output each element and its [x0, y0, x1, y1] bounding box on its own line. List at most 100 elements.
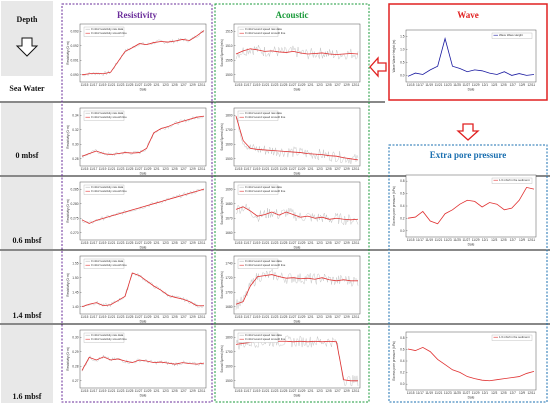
x-tick-label: 11/25	[280, 83, 288, 87]
x-tick-label: 12/3	[316, 83, 322, 87]
x-tick-label: 11/29	[144, 167, 152, 171]
y-tick-label: 0.2	[400, 216, 405, 220]
x-tick-label: 11/19	[99, 241, 107, 245]
x-tick-label: 11/27	[289, 315, 297, 319]
x-tick-label: 11/29	[298, 167, 306, 171]
x-tick-label: 12/3	[162, 241, 168, 245]
x-tick-label: 11/17	[416, 238, 424, 242]
wave-title: Wave	[457, 10, 479, 20]
x-tick-label: 12/11	[527, 391, 535, 395]
x-tick-label: 11/19	[253, 315, 261, 319]
x-tick-label: 11/15	[81, 389, 89, 393]
smooth-series-line	[235, 48, 359, 55]
legend-entry: 0 mbsf sound speed smooth line	[245, 189, 286, 193]
legend-box	[237, 184, 279, 195]
x-tick-label: 11/21	[435, 238, 443, 242]
legend-entry: 0 mbsf sound speed raw data	[245, 111, 282, 115]
legend-entry: 0 mbsf resistivity smooth line	[91, 337, 127, 341]
legend-entry: 0 mbsf resistivity raw data	[91, 333, 124, 337]
y-axis-label: Resistivity (Ω·m)	[66, 125, 70, 148]
x-tick-label: 11/23	[444, 391, 452, 395]
smooth-series-line	[407, 346, 535, 382]
x-tick-label: 11/23	[117, 241, 125, 245]
x-tick-label: 12/11	[352, 167, 360, 171]
y-tick-label: 1690	[225, 187, 232, 191]
legend-box	[83, 26, 125, 37]
x-tick-label: 12/3	[162, 315, 168, 319]
legend-entry: 0 mbsf resistivity raw data	[91, 111, 124, 115]
x-tick-label: 11/21	[108, 167, 116, 171]
depth-cell-06	[1, 177, 53, 249]
x-tick-label: 12/1	[482, 391, 488, 395]
legend-entry: 1.6 mbsf in the sediment	[499, 335, 530, 339]
x-tick-label: 11/15	[235, 315, 243, 319]
x-tick-label: 11/29	[144, 389, 152, 393]
y-tick-label: 0.28	[72, 364, 78, 368]
x-tick-label: 12/9	[189, 83, 195, 87]
x-tick-label: 11/23	[117, 315, 125, 319]
x-tick-label: 11/21	[108, 315, 116, 319]
legend-entry: 0 mbsf sound speed raw data	[245, 259, 282, 263]
x-tick-label: 11/17	[244, 389, 252, 393]
x-tick-label: 12/7	[334, 83, 340, 87]
smooth-series-line	[81, 272, 204, 308]
x-tick-label: 11/23	[271, 315, 279, 319]
x-tick-label: 11/15	[235, 389, 243, 393]
plot-1-6-mbsf-extra-pore-pressure: 0.0 0.2 0.4 0.6 0.8 11/15 11/17 11/19 11/21 11/23…	[392, 331, 537, 400]
x-tick-label: 11/15	[407, 83, 415, 87]
x-tick-label: 11/23	[271, 241, 279, 245]
x-tick-label: 11/27	[135, 83, 143, 87]
x-tick-label: 11/29	[144, 315, 152, 319]
depth-cell-0	[1, 103, 53, 175]
y-tick-label: 0.0	[400, 382, 405, 386]
x-tick-label: 12/5	[171, 389, 177, 393]
x-tick-label: 11/19	[253, 241, 261, 245]
x-tick-label: 12/1	[153, 389, 159, 393]
y-tick-label: 0.28	[72, 157, 78, 161]
x-tick-label: 11/29	[144, 241, 152, 245]
x-tick-label: 12/9	[343, 241, 349, 245]
y-tick-label: 0.5	[400, 61, 405, 65]
x-tick-label: 12/9	[189, 389, 195, 393]
x-tick-label: 12/9	[189, 241, 195, 245]
x-axis-label: Date	[468, 243, 475, 247]
legend-entry: 0 mbsf resistivity smooth line	[91, 263, 127, 267]
x-tick-label: 11/25	[453, 391, 461, 395]
y-axis-label: Resistivity (Ω·m)	[66, 199, 70, 222]
legend-entry: 0 mbsf resistivity raw data	[91, 185, 124, 189]
legend-entry: 0 mbsf resistivity smooth line	[91, 31, 127, 35]
y-tick-label: 1.0	[400, 48, 405, 52]
x-tick-label: 11/15	[235, 83, 243, 87]
legend-box	[83, 184, 125, 195]
y-tick-label: 1700	[225, 290, 232, 294]
plot-sea-water-resistivity: 0.090 0.091 0.092 0.093 11/15 11/17 11/19 11/21…	[66, 23, 207, 92]
smooth-series-line	[235, 206, 359, 221]
legend-box	[491, 32, 533, 39]
x-axis-label: Date	[294, 320, 301, 324]
legend-entry: 0 mbsf resistivity raw data	[91, 259, 124, 263]
raw-series-line	[235, 335, 359, 387]
x-tick-label: 12/7	[334, 241, 340, 245]
x-tick-label: 12/9	[343, 167, 349, 171]
legend-box	[491, 334, 533, 341]
x-tick-label: 12/3	[162, 167, 168, 171]
y-tick-label: 0.280	[71, 202, 79, 206]
x-tick-label: 12/11	[352, 83, 360, 87]
legend: 1.6 mbsf in the sediment	[491, 177, 533, 184]
x-tick-label: 12/9	[189, 315, 195, 319]
depth-cell-14	[1, 251, 53, 323]
legend-entry: 0 mbsf resistivity smooth line	[91, 189, 127, 193]
x-tick-label: 11/25	[280, 241, 288, 245]
smooth-series-line	[81, 356, 205, 371]
y-tick-label: 1680	[225, 305, 232, 309]
y-tick-label: 1515	[225, 29, 232, 33]
x-tick-label: 11/27	[135, 315, 143, 319]
x-tick-label: 11/29	[298, 83, 306, 87]
x-tick-label: 12/7	[334, 167, 340, 171]
x-tick-label: 12/7	[334, 315, 340, 319]
y-axis-label: Resistivity (Ω·m)	[66, 41, 70, 64]
